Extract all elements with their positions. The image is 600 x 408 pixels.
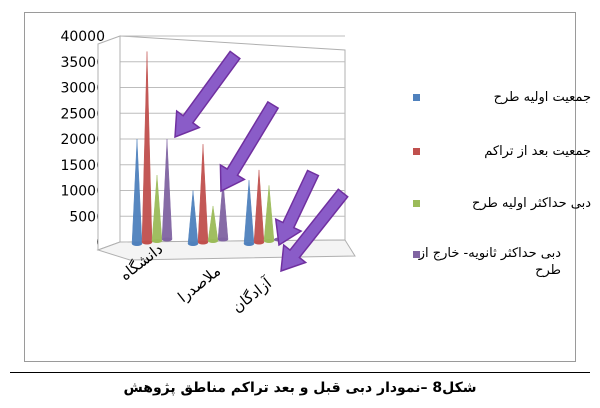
cone-base-2-1 [142,240,152,245]
chart-plot: 4000035000300002500020000150001000050000… [60,29,356,316]
legend-entry-3: دبی حداکثر اولیه طرح [471,196,591,211]
legend-swatch-1 [413,94,420,101]
figure-caption: شکل8 –نمودار دبی قبل و بعد تراکم مناطق پ… [123,380,477,396]
x-category-label-3: آزادگان [228,274,275,316]
legend-swatch-3 [413,200,420,207]
annotation-arrow-shape-4 [280,188,349,273]
y-tick-label-8: 5000 [69,209,105,225]
side-wall [97,35,121,251]
cone-base-4-2 [218,237,228,242]
cone-base-1-1 [132,242,142,246]
annotation-arrow-shape-2 [219,100,280,193]
cone-base-2-2 [198,240,208,245]
annotation-arrow-shape-1 [174,50,241,139]
legend-swatch-2 [413,148,420,155]
cone-base-2-3 [254,240,264,245]
annotation-arrow-1 [174,50,241,139]
x-category-label-2: ملاصدرا [174,262,224,306]
y-tick-label-2: 35000 [60,55,105,71]
y-tick-label-7: 10000 [60,184,105,200]
y-tick-label-5: 20000 [60,132,105,148]
annotation-arrow-2 [219,100,280,193]
cone-base-3-2 [208,239,218,243]
legend-swatch-4 [413,251,420,258]
annotation-arrow-3 [274,169,320,247]
cone-base-4-1 [162,237,172,242]
legend-entry-2: جمعیت بعد از تراکم [484,144,591,159]
cone-base-3-3 [264,239,274,243]
y-tick-label-1: 40000 [60,29,105,45]
caption-divider [10,372,590,373]
y-tick-label-6: 15000 [60,158,105,174]
cone-base-1-2 [188,242,198,246]
annotation-arrow-shape-3 [274,169,320,247]
cone-base-3-1 [152,239,162,243]
chart-frame: 4000035000300002500020000150001000050000… [24,12,591,362]
y-tick-label-4: 25000 [60,106,105,122]
cone-base-1-3 [244,242,254,246]
annotation-arrow-4 [280,188,349,273]
y-tick-label-3: 30000 [60,81,105,97]
legend-entry-4: دبی حداکثر ثانویه- خارج از طرح [418,246,561,278]
legend-entry-1: جمعیت اولیه طرح [493,90,591,105]
